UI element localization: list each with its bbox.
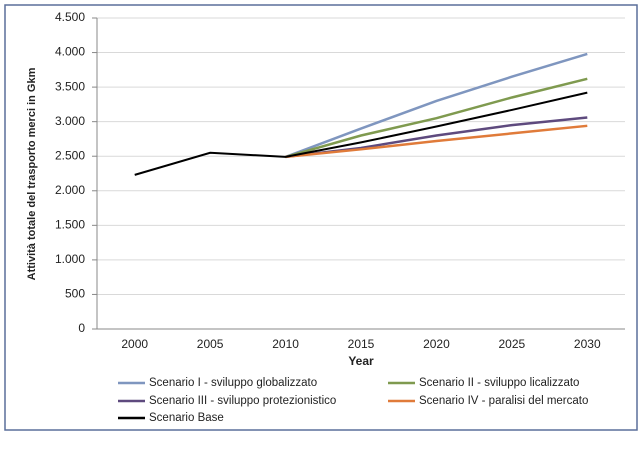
series-line: [285, 52, 588, 159]
y-tick-label: 1.500: [55, 218, 85, 232]
y-tick-label: 4.500: [55, 10, 85, 24]
series-line: [285, 116, 588, 159]
x-tick-label: 2015: [348, 337, 375, 351]
y-tick-label: 3.000: [55, 114, 85, 128]
series-line: [285, 77, 588, 159]
legend-text: Scenario IV - paralisi del mercato: [419, 395, 588, 407]
y-tick-label: 1.000: [55, 252, 85, 266]
y-tick-label: 4.000: [55, 45, 85, 59]
x-tick-label: 2025: [499, 337, 526, 351]
series-line: [285, 124, 588, 159]
legend-text: Scenario III - sviluppo protezionistico: [149, 395, 336, 407]
y-tick-label: 2.500: [55, 148, 85, 162]
series-line: [134, 91, 588, 176]
y-tick-label: 0: [78, 321, 85, 335]
y-axis-label: Attività totale del trasporto merci in G…: [26, 67, 38, 280]
x-tick-label: 2005: [197, 337, 224, 351]
x-tick-label: 2030: [574, 337, 601, 351]
x-tick-label: 2020: [423, 337, 450, 351]
legend-text: Scenario Base: [149, 412, 224, 424]
legend-text: Scenario I - sviluppo globalizzato: [149, 377, 317, 389]
frame: [4, 4, 638, 431]
x-tick-label: 2010: [272, 337, 299, 351]
x-axis-label: Year: [348, 354, 374, 368]
x-tick-label: 2000: [121, 337, 148, 351]
y-tick-label: 2.000: [55, 183, 85, 197]
y-tick-label: 500: [65, 287, 85, 301]
legend-text: Scenario II - sviluppo licalizzato: [419, 377, 579, 389]
y-tick-label: 3.500: [55, 79, 85, 93]
